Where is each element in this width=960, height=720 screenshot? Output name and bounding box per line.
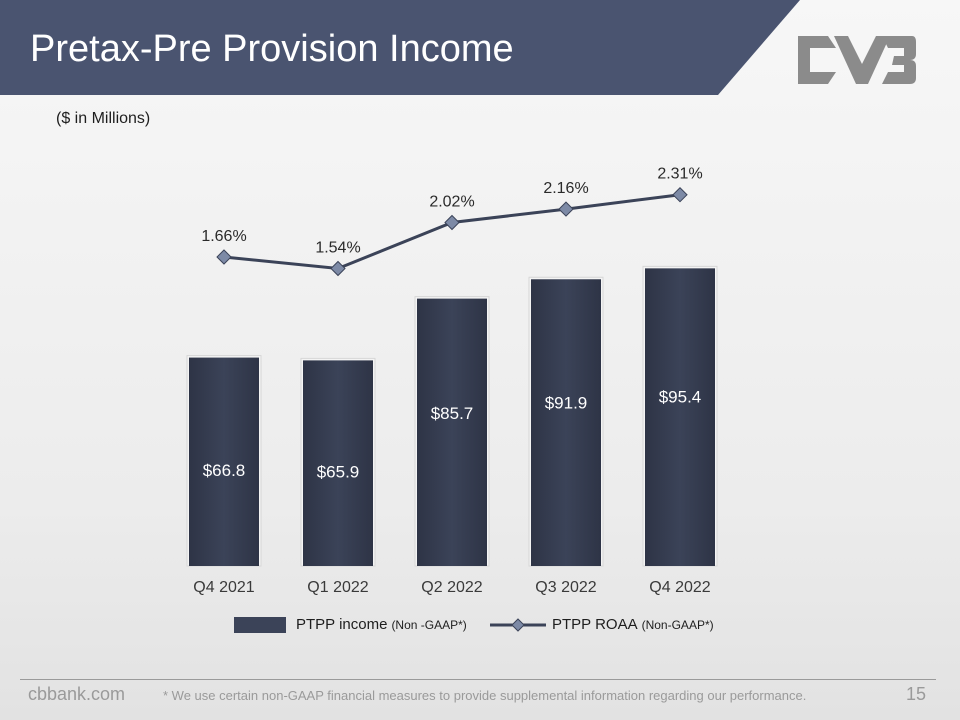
roaa-point-label-0: 1.66% <box>201 228 246 245</box>
legend-note-ptpp-roaa: (Non-GAAP*) <box>641 617 714 632</box>
x-tick-label-0: Q4 2021 <box>193 579 254 596</box>
legend-item-ptpp-roaa: PTPP ROAA (Non-GAAP*) <box>490 616 714 633</box>
bar-value-label-1: $65.9 <box>317 462 360 481</box>
roaa-point-label-1: 1.54% <box>315 239 360 256</box>
bar-ptpp-income-4 <box>645 268 715 566</box>
legend-note-ptpp-income: (Non -GAAP*) <box>391 617 467 632</box>
legend-item-ptpp-income: PTPP income (Non -GAAP*) <box>234 616 467 633</box>
x-tick-label-4: Q4 2022 <box>649 579 710 596</box>
units-note: ($ in Millions) <box>56 110 151 127</box>
bar-ptpp-income-2 <box>417 298 487 566</box>
footer-disclaimer: * We use certain non-GAAP financial meas… <box>163 688 807 703</box>
roaa-point-label-2: 2.02% <box>429 194 474 211</box>
roaa-point-0 <box>216 249 232 265</box>
roaa-point-3 <box>558 201 574 217</box>
bar-value-label-3: $91.9 <box>545 393 588 412</box>
x-tick-label-2: Q2 2022 <box>421 579 482 596</box>
bar-value-label-4: $95.4 <box>659 387 702 406</box>
slide-title: Pretax-Pre Provision Income <box>30 28 514 70</box>
bar-ptpp-income-1 <box>303 360 373 566</box>
chart-legend: PTPP income (Non -GAAP*) PTPP ROAA (Non-… <box>234 616 754 640</box>
roaa-point-4 <box>672 187 688 203</box>
legend-label-ptpp-roaa: PTPP ROAA <box>552 616 638 633</box>
x-tick-label-3: Q3 2022 <box>535 579 596 596</box>
header-band <box>0 0 800 95</box>
bar-ptpp-income-3 <box>531 279 601 566</box>
legend-bar-swatch <box>234 616 286 633</box>
bar-value-label-2: $85.7 <box>431 404 474 423</box>
page-number: 15 <box>906 684 927 704</box>
legend-line-diamond-swatch <box>490 617 546 632</box>
roaa-point-2 <box>444 214 460 231</box>
footer-divider <box>20 679 936 680</box>
roaa-point-1 <box>330 260 346 277</box>
cvb-logo <box>798 36 916 84</box>
roaa-point-label-3: 2.16% <box>543 180 588 197</box>
footer-website-link[interactable]: cbbank.com <box>28 684 126 704</box>
bar-ptpp-income-0 <box>189 357 259 566</box>
bar-value-label-0: $66.8 <box>203 461 246 480</box>
legend-label-ptpp-income: PTPP income <box>296 616 388 633</box>
x-tick-label-1: Q1 2022 <box>307 579 368 596</box>
roaa-point-label-4: 2.31% <box>657 166 702 183</box>
